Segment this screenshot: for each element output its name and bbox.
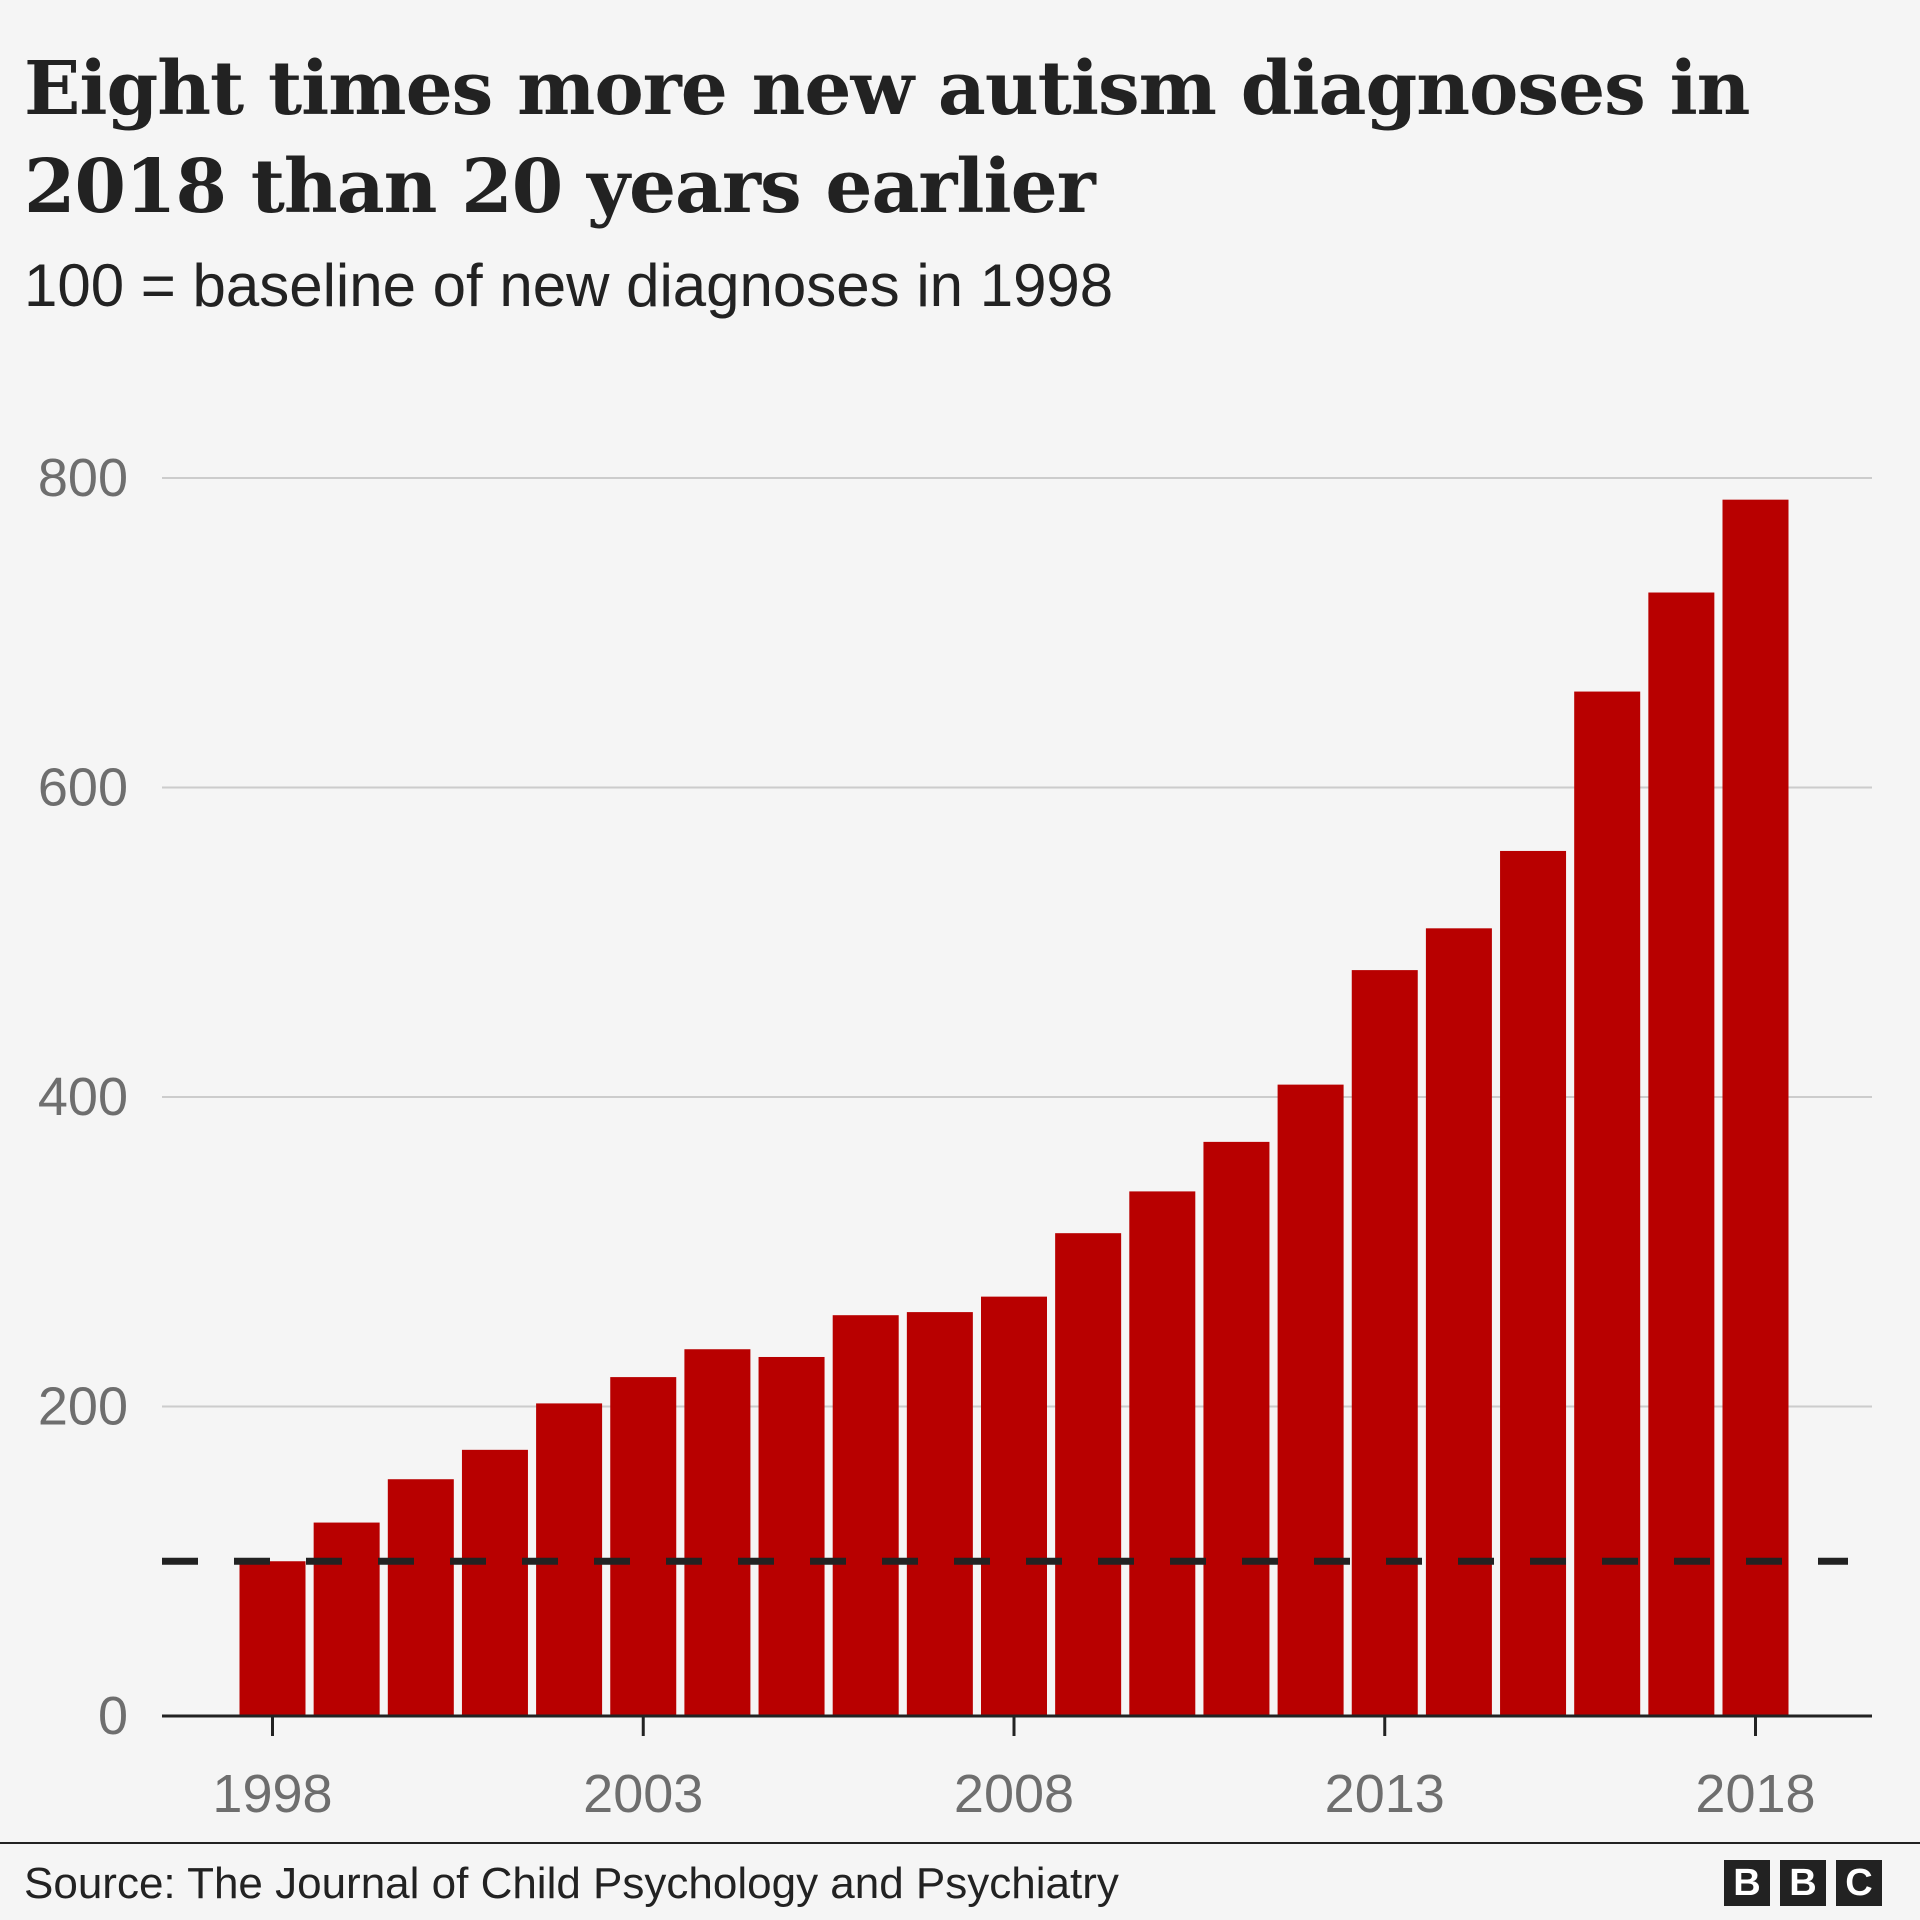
x-tick-label: 2008 <box>954 1764 1074 1824</box>
chart-title: Eight times more new autism diagnoses in… <box>24 46 1751 230</box>
source-note: Source: The Journal of Child Psychology … <box>24 1859 1119 1908</box>
y-tick-label: 200 <box>38 1377 128 1437</box>
bar-chart: 0 200 400 600 800 1998 2003 2008 2013 2018 <box>38 448 1872 1824</box>
logo-letter-c: C <box>1836 1860 1882 1906</box>
bar <box>1351 970 1418 1716</box>
bar <box>1722 499 1789 1716</box>
bar <box>239 1561 306 1716</box>
bar <box>1129 1191 1196 1716</box>
bar <box>461 1449 528 1716</box>
bar <box>832 1315 899 1716</box>
bar <box>1277 1084 1344 1716</box>
bbc-logo: B B C <box>1724 1860 1882 1906</box>
bar <box>1648 592 1715 1716</box>
footer-divider <box>0 1842 1920 1844</box>
y-tick-label: 400 <box>38 1067 128 1127</box>
x-tick-label: 2003 <box>583 1764 703 1824</box>
x-tick-label: 2018 <box>1695 1764 1815 1824</box>
bar <box>1055 1233 1122 1716</box>
chart-subtitle: 100 = baseline of new diagnoses in 1998 <box>24 252 1114 319</box>
bar <box>1425 928 1492 1716</box>
bar <box>1500 850 1567 1716</box>
bar <box>906 1312 973 1716</box>
bar <box>684 1349 751 1716</box>
bar <box>313 1522 380 1716</box>
y-tick-label: 800 <box>38 448 128 508</box>
bar <box>1203 1141 1270 1716</box>
y-tick-label: 600 <box>38 758 128 818</box>
bar <box>1574 691 1641 1717</box>
x-tick-label: 1998 <box>212 1764 332 1824</box>
logo-letter-b2: B <box>1780 1860 1826 1906</box>
bar <box>758 1356 825 1716</box>
bar <box>387 1479 454 1716</box>
bar <box>981 1296 1047 1716</box>
y-tick-label: 0 <box>98 1686 128 1746</box>
x-tick-label: 2013 <box>1325 1764 1445 1824</box>
bar <box>610 1377 677 1716</box>
logo-letter-b1: B <box>1724 1860 1770 1906</box>
